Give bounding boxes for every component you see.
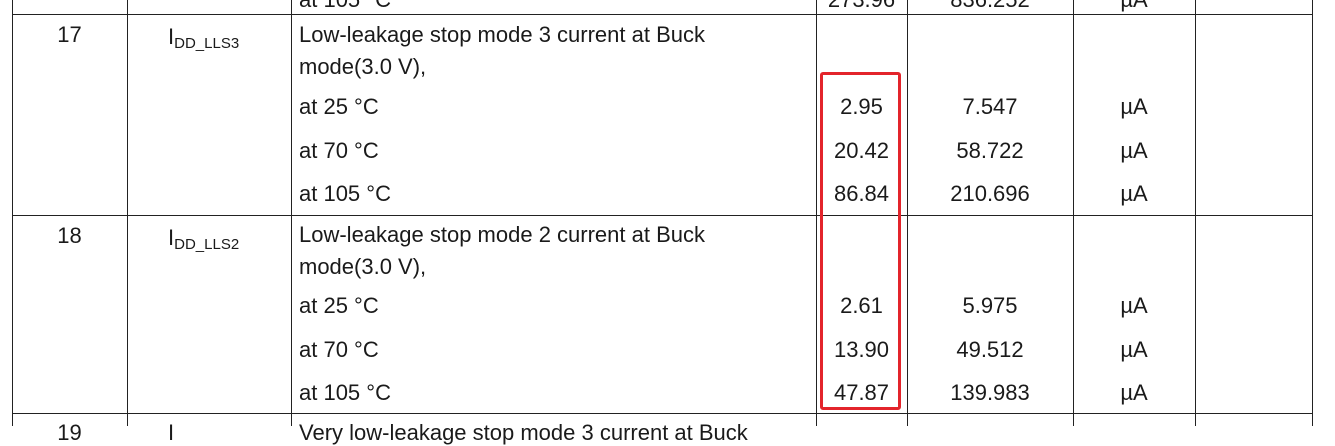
condition-label: at 25 °C bbox=[299, 94, 379, 119]
col-line bbox=[816, 0, 817, 426]
unit-value: µA bbox=[1120, 94, 1148, 119]
highlight-box bbox=[820, 72, 901, 410]
unit-value: µA bbox=[1120, 380, 1148, 405]
row-number: 17 bbox=[57, 22, 82, 47]
row-symbol: I bbox=[168, 420, 175, 445]
condition-label: at 105 °C bbox=[299, 181, 391, 206]
col-line bbox=[1195, 0, 1196, 426]
top-max: 836.252 bbox=[907, 0, 1073, 13]
col-line bbox=[907, 0, 908, 426]
condition-label: at 105 °C bbox=[299, 380, 391, 405]
row-description: Low-leakage stop mode 2 current at Buck bbox=[299, 222, 706, 247]
row-symbol: IDD_LLS3 bbox=[168, 24, 240, 52]
row-description: Very low-leakage stop mode 3 current at … bbox=[299, 420, 748, 445]
col-line bbox=[127, 0, 128, 426]
unit-value: µA bbox=[1120, 293, 1148, 318]
row-number: 19 bbox=[57, 420, 82, 445]
row-description: mode(3.0 V), bbox=[299, 254, 427, 279]
max-value: 5.975 bbox=[962, 293, 1018, 318]
row-line bbox=[12, 215, 1313, 216]
max-value: 139.983 bbox=[950, 380, 1030, 405]
row-line bbox=[12, 413, 1313, 414]
unit-value: µA bbox=[1120, 138, 1148, 163]
col-line bbox=[12, 0, 13, 426]
typ-value: 86.84 bbox=[833, 181, 890, 206]
typ-value: 20.42 bbox=[833, 138, 890, 163]
condition-label: at 25 °C bbox=[299, 293, 379, 318]
col-line bbox=[1312, 0, 1313, 426]
row-description: mode(3.0 V), bbox=[299, 54, 427, 79]
max-value: 7.547 bbox=[962, 94, 1018, 119]
row-number: 18 bbox=[57, 223, 82, 248]
typ-value: 47.87 bbox=[833, 380, 890, 405]
unit-value: µA bbox=[1120, 181, 1148, 206]
row-symbol: IDD_LLS2 bbox=[168, 225, 240, 253]
top-typ: 273.96 bbox=[816, 0, 907, 13]
max-value: 58.722 bbox=[956, 138, 1024, 163]
row-line bbox=[12, 14, 1313, 15]
typ-value: 2.95 bbox=[840, 94, 883, 119]
top-unit: µA bbox=[1073, 0, 1195, 13]
col-line bbox=[291, 0, 292, 426]
row-description: Low-leakage stop mode 3 current at Buck bbox=[299, 22, 706, 47]
max-value: 49.512 bbox=[956, 337, 1024, 362]
top-param: at 105 °C bbox=[299, 0, 391, 13]
typ-value: 13.90 bbox=[833, 337, 890, 362]
unit-value: µA bbox=[1120, 337, 1148, 362]
typ-value: 2.61 bbox=[840, 293, 883, 318]
max-value: 210.696 bbox=[950, 181, 1030, 206]
col-line bbox=[1073, 0, 1074, 426]
condition-label: at 70 °C bbox=[299, 337, 379, 362]
condition-label: at 70 °C bbox=[299, 138, 379, 163]
